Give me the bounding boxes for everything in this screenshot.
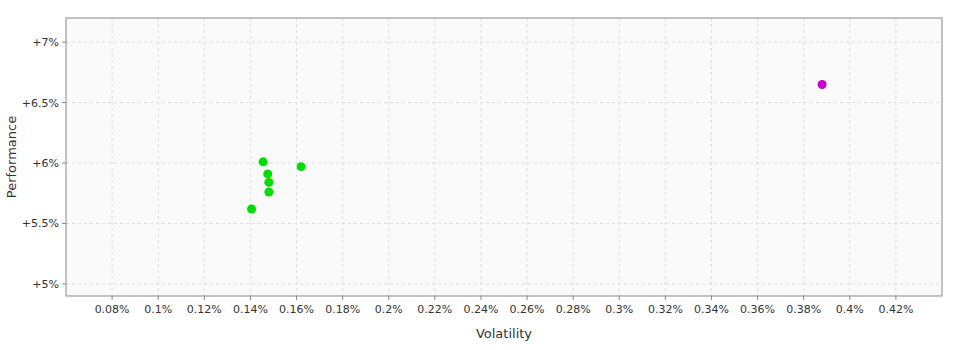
grid-line-x: [803, 18, 804, 296]
tick-x: [158, 296, 159, 300]
points: [247, 80, 827, 213]
point: [264, 178, 273, 187]
tick-label-x: 0.1%: [144, 303, 172, 316]
grid-line-x: [434, 18, 435, 296]
point: [247, 204, 256, 213]
grid-line-y: [66, 42, 942, 43]
grid-line-x: [619, 18, 620, 296]
tick-x: [527, 296, 528, 300]
tick-label-x: 0.18%: [325, 303, 360, 316]
grid-line-x: [204, 18, 205, 296]
tick-label-x: 0.32%: [648, 303, 683, 316]
y-axis-label: Performance: [4, 116, 19, 198]
point: [259, 157, 268, 166]
point: [263, 169, 272, 178]
plot-area: [66, 18, 942, 296]
tick-label-y: +5%: [32, 278, 59, 291]
grid-line-y: [66, 102, 942, 103]
grid-line-x: [296, 18, 297, 296]
point: [297, 162, 306, 171]
grid-line-y: [66, 283, 942, 284]
tick-y: [62, 42, 66, 43]
tick-x: [711, 296, 712, 300]
tick-label-x: 0.08%: [95, 303, 130, 316]
point: [818, 80, 827, 89]
tick-label-x: 0.28%: [556, 303, 591, 316]
tick-label-y: +7%: [32, 36, 59, 49]
grid-line-x: [849, 18, 850, 296]
tick-y: [62, 223, 66, 224]
tick-x: [619, 296, 620, 300]
tick-label-x: 0.3%: [605, 303, 633, 316]
grid-line-y: [66, 223, 942, 224]
grid-line-x: [665, 18, 666, 296]
chart: 0.08% 0.1% 0.12% 0.14% 0.16% 0.18% 0.2% 0.22% 0.…: [0, 0, 966, 350]
tick-x: [296, 296, 297, 300]
tick-x: [895, 296, 896, 300]
tick-x: [434, 296, 435, 300]
tick-label-x: 0.12%: [187, 303, 222, 316]
tick-label-y: +5.5%: [22, 217, 59, 230]
tick-x: [803, 296, 804, 300]
tick-label-x: 0.24%: [463, 303, 498, 316]
tick-x: [342, 296, 343, 300]
grid-line-x: [527, 18, 528, 296]
tick-x: [250, 296, 251, 300]
tick-label-x: 0.14%: [233, 303, 268, 316]
tick-label-x: 0.38%: [786, 303, 821, 316]
x-axis-label: Volatility: [476, 326, 532, 341]
grid-line-x: [711, 18, 712, 296]
tick-x: [480, 296, 481, 300]
tick-label-y: +6.5%: [22, 97, 59, 110]
tick-label-x: 0.16%: [279, 303, 314, 316]
tick-y: [62, 163, 66, 164]
tick-label-x: 0.34%: [694, 303, 729, 316]
grid-line-x: [895, 18, 896, 296]
grid-line-x: [757, 18, 758, 296]
tick-y: [62, 102, 66, 103]
grid-line-x: [112, 18, 113, 296]
tick-x: [849, 296, 850, 300]
grid-line-x: [250, 18, 251, 296]
grid-line-x: [480, 18, 481, 296]
tick-x: [112, 296, 113, 300]
tick-label-x: 0.36%: [740, 303, 775, 316]
tick-y: [62, 283, 66, 284]
tick-x: [388, 296, 389, 300]
tick-x: [573, 296, 574, 300]
grid-line-x: [573, 18, 574, 296]
tick-x: [757, 296, 758, 300]
grid-line-x: [388, 18, 389, 296]
grid-line-y: [66, 163, 942, 164]
tick-label-x: 0.22%: [417, 303, 452, 316]
plot-frame: [66, 18, 942, 296]
tick-x: [665, 296, 666, 300]
tick-x: [204, 296, 205, 300]
grid: [66, 18, 942, 296]
point: [264, 188, 273, 197]
grid-line-x: [158, 18, 159, 296]
grid-line-x: [342, 18, 343, 296]
tick-label-x: 0.42%: [878, 303, 913, 316]
tick-label-x: 0.2%: [375, 303, 403, 316]
tick-label-x: 0.4%: [836, 303, 864, 316]
axes: 0.08% 0.1% 0.12% 0.14% 0.16% 0.18% 0.2% 0.22% 0.…: [22, 18, 942, 316]
tick-label-y: +6%: [32, 157, 59, 170]
tick-label-x: 0.26%: [510, 303, 545, 316]
